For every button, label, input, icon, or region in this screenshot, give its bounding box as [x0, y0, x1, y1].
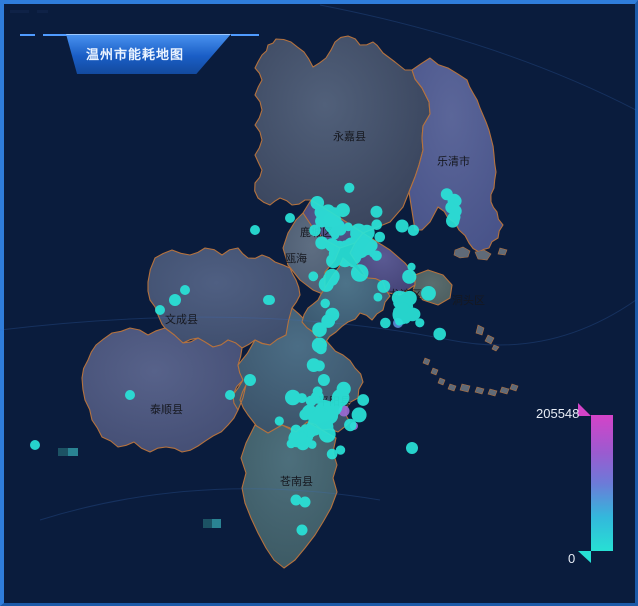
svg-text:瓯海: 瓯海: [285, 251, 307, 265]
svg-text:苍南县: 苍南县: [280, 475, 313, 488]
svg-text:洞头区: 洞头区: [452, 294, 485, 307]
svg-text:永嘉县: 永嘉县: [333, 129, 366, 143]
svg-text:文成县: 文成县: [165, 312, 198, 326]
svg-text:乐清市: 乐清市: [437, 154, 470, 168]
svg-text:泰顺县: 泰顺县: [150, 402, 183, 416]
